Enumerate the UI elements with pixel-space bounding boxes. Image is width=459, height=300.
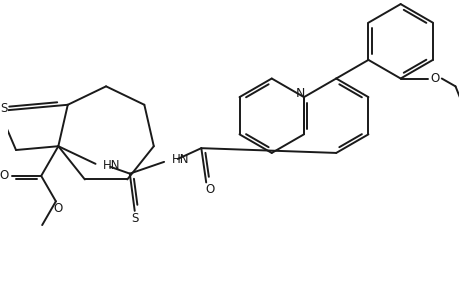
Text: S: S xyxy=(0,103,8,116)
Text: N: N xyxy=(295,87,304,100)
Text: HN: HN xyxy=(172,153,189,167)
Text: O: O xyxy=(429,72,439,85)
Text: O: O xyxy=(205,183,214,196)
Text: O: O xyxy=(0,169,9,182)
Text: S: S xyxy=(131,212,138,225)
Text: HN: HN xyxy=(103,159,121,172)
Text: O: O xyxy=(53,202,62,215)
